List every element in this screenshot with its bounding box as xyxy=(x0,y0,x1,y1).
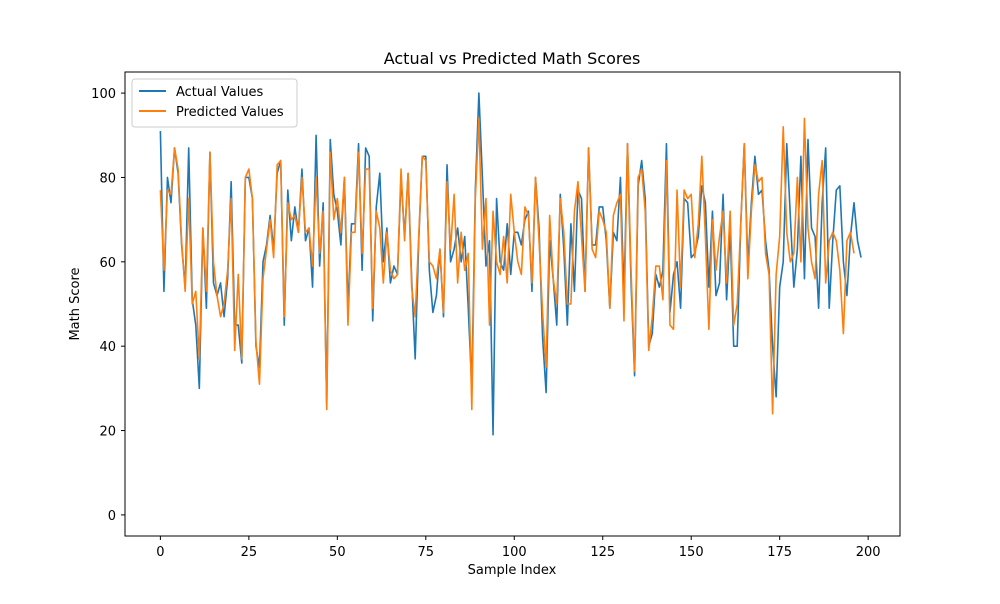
chart-title: Actual vs Predicted Math Scores xyxy=(384,49,641,68)
x-tick-label: 75 xyxy=(418,545,435,560)
x-tick-label: 200 xyxy=(856,545,881,560)
legend-box xyxy=(131,78,298,128)
x-tick-label: 150 xyxy=(679,545,704,560)
y-tick-label: 60 xyxy=(99,256,116,271)
x-axis-label: Sample Index xyxy=(468,563,557,578)
x-tick-label: 125 xyxy=(590,545,615,560)
x-axis: 0 25 50 75 100 125 150 175 200 xyxy=(156,536,881,560)
y-axis-label: Math Score xyxy=(68,267,83,340)
x-tick-label: 100 xyxy=(502,545,527,560)
y-axis: 0 20 40 60 80 100 xyxy=(91,87,125,524)
y-tick-label: 80 xyxy=(99,171,116,186)
legend-label-predicted: Predicted Values xyxy=(176,105,284,120)
axes-frame xyxy=(124,71,901,537)
x-tick-label: 25 xyxy=(241,545,258,560)
legend-label-actual: Actual Values xyxy=(176,85,264,100)
predicted-values-line xyxy=(159,117,855,415)
plot-area xyxy=(159,92,862,436)
x-tick-label: 175 xyxy=(767,545,792,560)
y-tick-label: 0 xyxy=(108,509,116,524)
x-tick-label: 50 xyxy=(329,545,346,560)
y-tick-label: 40 xyxy=(99,340,116,355)
y-tick-label: 20 xyxy=(99,425,116,440)
x-tick-label: 0 xyxy=(156,545,164,560)
y-tick-label: 100 xyxy=(91,87,116,102)
legend: Actual Values Predicted Values xyxy=(131,78,298,128)
